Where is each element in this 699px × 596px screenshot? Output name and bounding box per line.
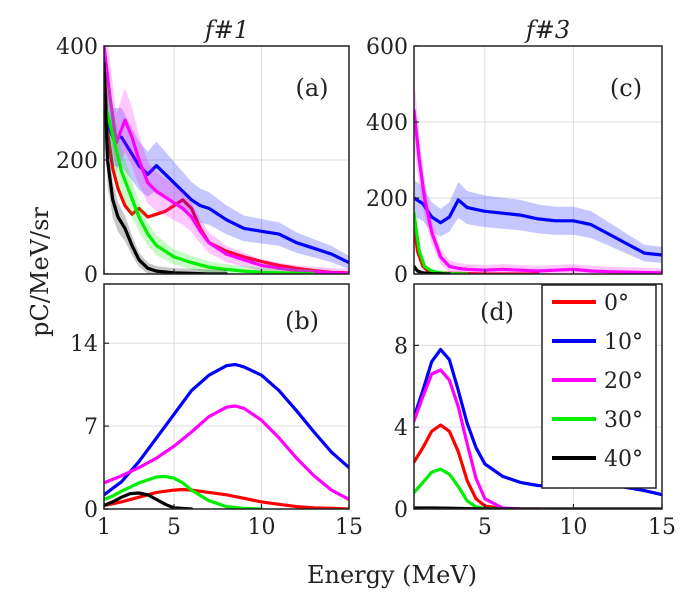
y-tick-label: 0 [84, 263, 98, 288]
y-tick-label: 4 [394, 416, 408, 441]
legend: 0° 10° 20° 30° 40° [541, 284, 657, 489]
series-line-0 [414, 423, 540, 509]
series-line-2 [414, 368, 522, 509]
series-line-1 [104, 362, 349, 497]
y-tick-label: 200 [56, 149, 98, 174]
y-axis-label: pC/MeV/sr [26, 207, 54, 337]
x-tick-label: 15 [335, 515, 363, 540]
panel-2: 0 200 400 600 (c) [366, 35, 663, 288]
series-line-1 [104, 112, 349, 265]
y-tick-label: 0 [394, 263, 408, 288]
x-tick-label: 5 [478, 515, 492, 540]
legend-label-2: 20° [604, 369, 643, 394]
panel-title-f3: f#3 [524, 16, 570, 44]
y-tick-label: 7 [84, 415, 98, 440]
panel-title-f1: f#1 [203, 16, 249, 44]
series-line-3 [104, 101, 316, 274]
y-tick-label: 400 [366, 111, 408, 136]
axes-frame [103, 283, 350, 510]
band-10° [414, 179, 662, 263]
panel-label: (d) [480, 298, 514, 326]
legend-label-3: 30° [604, 408, 643, 433]
legend-label-0: 0° [604, 291, 629, 316]
series-line-2 [104, 404, 349, 502]
legend-label-4: 40° [604, 447, 643, 472]
y-tick-label: 8 [394, 334, 408, 359]
y-tick-label: 400 [56, 35, 98, 60]
series-line-2 [414, 108, 662, 274]
x-axis-label: Energy (MeV) [307, 561, 477, 589]
series-line-0 [104, 55, 349, 274]
axes-frame [413, 283, 663, 510]
x-tick-label: 15 [648, 515, 676, 540]
series-line-3 [104, 474, 264, 509]
legend-box [541, 284, 657, 489]
panel-0: 0 200 400 (a) [56, 35, 350, 288]
legend-label-1: 10° [604, 330, 643, 355]
y-tick-label: 0 [394, 498, 408, 523]
x-tick-label: 10 [559, 515, 587, 540]
y-tick-label: 200 [366, 187, 408, 212]
panel-label: (a) [295, 74, 328, 102]
series-group [414, 76, 662, 274]
series-line-1 [414, 196, 662, 257]
series-line-4 [104, 491, 194, 509]
y-tick-label: 600 [366, 35, 408, 60]
y-tick-label: 0 [84, 498, 98, 523]
x-tick-label: 10 [248, 515, 276, 540]
series-line-3 [414, 467, 505, 509]
axes-frame [413, 45, 663, 275]
series-group [104, 362, 349, 509]
panel-label: (c) [610, 74, 642, 102]
x-tick-label: 1 [97, 515, 111, 540]
panel-3: 5 10 15 0 4 8 (d) [394, 283, 676, 540]
series-line-2 [104, 46, 349, 274]
panel-label: (b) [285, 307, 319, 335]
x-tick-label: 5 [167, 515, 181, 540]
y-tick-label: 14 [70, 332, 98, 357]
